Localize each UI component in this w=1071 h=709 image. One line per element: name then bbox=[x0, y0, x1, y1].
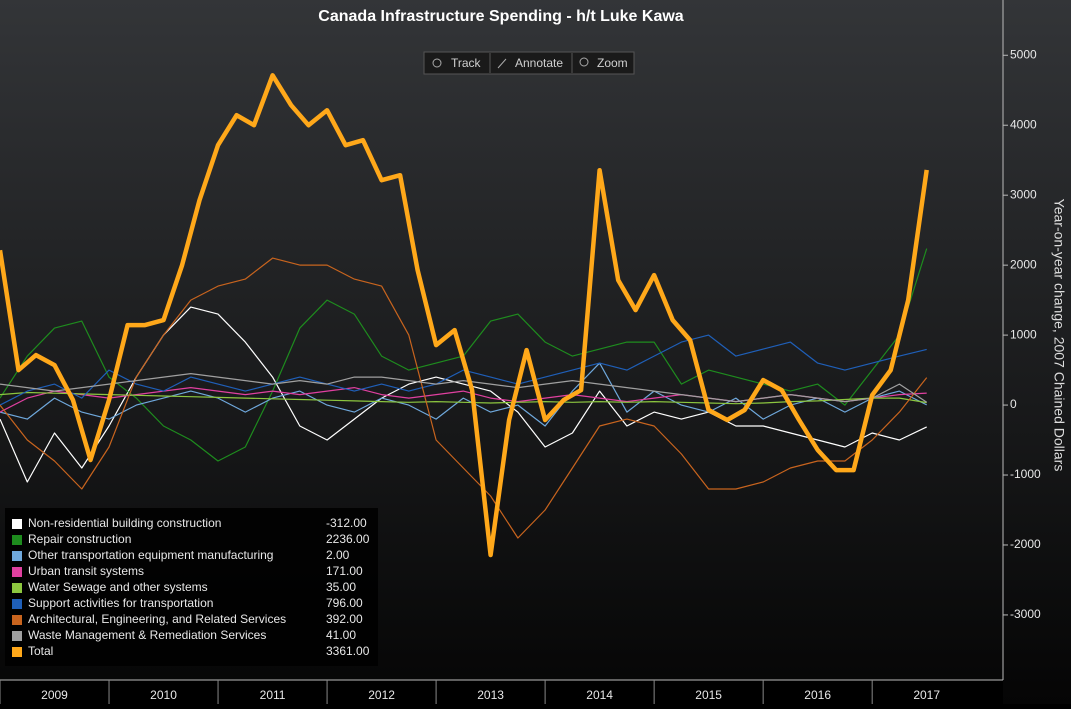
track-button[interactable]: Track bbox=[432, 56, 482, 70]
y-tick-label: -3000 bbox=[1010, 607, 1041, 621]
y-tick-label: 5000 bbox=[1010, 47, 1037, 61]
legend-swatch bbox=[12, 647, 22, 657]
legend-label: Non-residential building construction bbox=[28, 516, 221, 530]
x-tick-label: 2015 bbox=[695, 688, 722, 702]
y-tick-label: 0 bbox=[1010, 397, 1017, 411]
legend-label: Support activities for transportation bbox=[28, 596, 213, 610]
track-label[interactable]: Track bbox=[451, 56, 482, 70]
legend-swatch bbox=[12, 519, 22, 529]
y-tick-label: 3000 bbox=[1010, 187, 1037, 201]
legend-value: 41.00 bbox=[326, 628, 356, 642]
series-line bbox=[0, 362, 927, 427]
y-tick-label: 1000 bbox=[1010, 327, 1037, 341]
zoom-label[interactable]: Zoom bbox=[597, 56, 628, 70]
x-tick-label: 2010 bbox=[150, 688, 177, 702]
zoom-icon bbox=[579, 57, 589, 67]
legend-label: Water Sewage and other systems bbox=[28, 580, 208, 594]
legend-value: 796.00 bbox=[326, 596, 363, 610]
legend-swatch bbox=[12, 615, 22, 625]
x-tick-label: 2013 bbox=[477, 688, 504, 702]
legend-label: Waste Management & Remediation Services bbox=[28, 628, 266, 642]
legend-label: Repair construction bbox=[28, 532, 131, 546]
toolbar-frame bbox=[423, 51, 635, 75]
legend-value: 35.00 bbox=[326, 580, 356, 594]
y-axis-title: Year-on-year change, 2007 Chained Dollar… bbox=[1051, 199, 1067, 472]
track-icon bbox=[432, 58, 442, 68]
x-tick-label: 2016 bbox=[804, 688, 831, 702]
legend-label: Architectural, Engineering, and Related … bbox=[28, 612, 286, 626]
series-line bbox=[0, 373, 928, 403]
legend: Non-residential building construction -31… bbox=[5, 508, 378, 666]
legend-value: 2236.00 bbox=[326, 532, 370, 546]
toolbar: Track Annotate Zoom bbox=[423, 51, 635, 75]
y-tick-label: -2000 bbox=[1010, 537, 1041, 551]
legend-swatch bbox=[12, 535, 22, 545]
zoom-button[interactable]: Zoom bbox=[579, 56, 628, 70]
legend-swatch bbox=[12, 599, 22, 609]
plot-area bbox=[0, 73, 929, 558]
series-line bbox=[0, 334, 927, 406]
legend-value: 3361.00 bbox=[326, 644, 370, 658]
y-tick-label: -1000 bbox=[1010, 467, 1041, 481]
series-line bbox=[0, 73, 929, 558]
legend-swatch bbox=[12, 567, 22, 577]
chart-title: Canada Infrastructure Spending - h/t Luk… bbox=[318, 8, 683, 25]
legend-swatch bbox=[12, 551, 22, 561]
series-line bbox=[0, 257, 928, 539]
legend-value: 392.00 bbox=[326, 612, 363, 626]
legend-label: Other transportation equipment manufactu… bbox=[28, 548, 273, 562]
y-tick-label: 4000 bbox=[1010, 117, 1037, 131]
legend-value: -312.00 bbox=[326, 516, 367, 530]
y-tick-label: 2000 bbox=[1010, 257, 1037, 271]
annotate-button[interactable]: Annotate bbox=[497, 56, 563, 70]
x-tick-label: 2011 bbox=[260, 688, 286, 702]
legend-swatch bbox=[12, 583, 22, 593]
annotate-icon bbox=[497, 58, 507, 69]
x-axis-band bbox=[0, 680, 1003, 704]
legend-label: Total bbox=[28, 644, 53, 658]
x-tick-label: 2014 bbox=[586, 688, 613, 702]
legend-swatch bbox=[12, 631, 22, 641]
series-line bbox=[0, 391, 927, 405]
legend-value: 2.00 bbox=[326, 548, 350, 562]
x-tick-label: 2009 bbox=[41, 688, 68, 702]
annotate-label[interactable]: Annotate bbox=[515, 56, 563, 70]
x-tick-label: 2012 bbox=[368, 688, 395, 702]
axes: -3000 -2000 -1000 0 1000 2000 3000 4000 5000 2009… bbox=[0, 47, 1041, 704]
legend-label: Urban transit systems bbox=[28, 564, 144, 578]
legend-box bbox=[5, 508, 378, 666]
x-tick-label: 2017 bbox=[913, 688, 940, 702]
legend-value: 171.00 bbox=[326, 564, 363, 578]
